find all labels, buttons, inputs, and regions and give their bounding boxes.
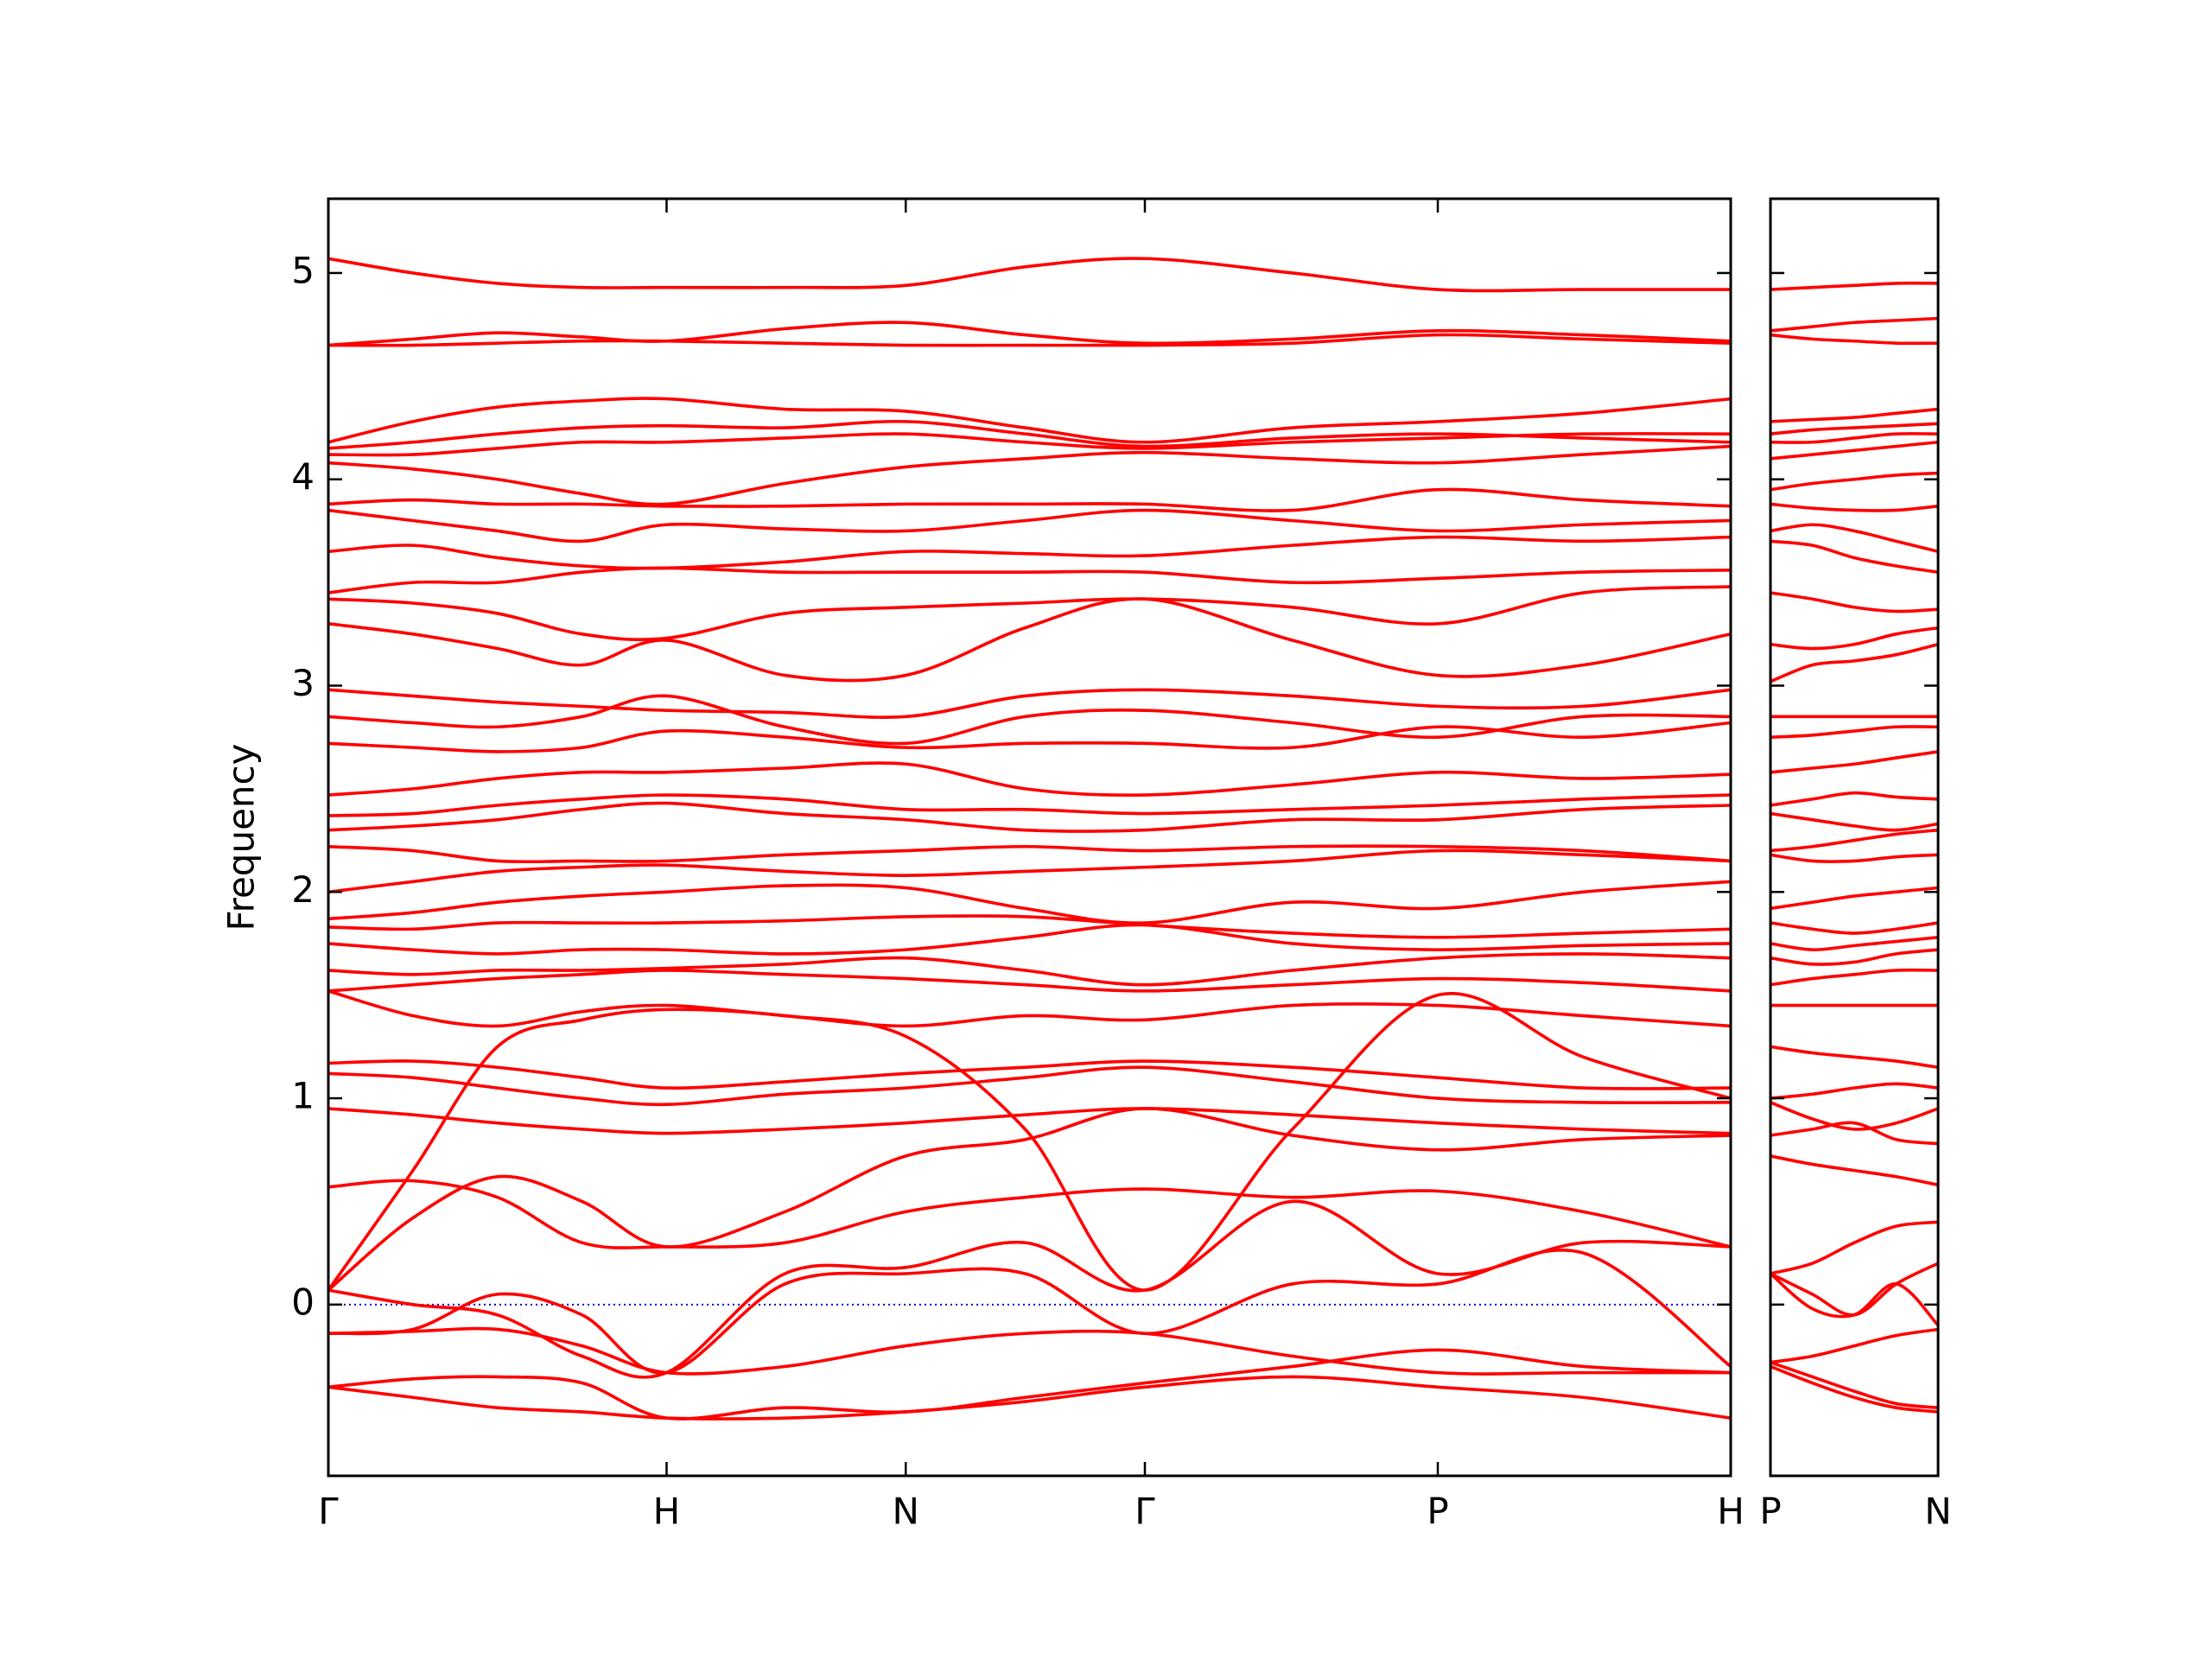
- x-tick-label: H: [1717, 1491, 1745, 1533]
- x-tick-label: Γ: [1135, 1491, 1155, 1533]
- y-axis-label: Frequency: [220, 744, 263, 931]
- x-tick-label: P: [1759, 1491, 1781, 1533]
- band-line: [328, 801, 1731, 833]
- band-line: [1770, 936, 1938, 951]
- band-line: [328, 688, 1731, 719]
- band-line: [1770, 316, 1938, 333]
- band-line: [1770, 811, 1938, 832]
- band-line: [328, 849, 1731, 894]
- band-line: [328, 585, 1731, 642]
- band-line: [328, 992, 1731, 1292]
- band-line: [1770, 471, 1938, 492]
- band-line: [1770, 643, 1938, 683]
- band-line: [1770, 333, 1938, 346]
- band-line: [1770, 523, 1938, 554]
- band-line: [1770, 921, 1938, 935]
- band-line: [1770, 1082, 1938, 1100]
- x-tick-label: Γ: [318, 1491, 339, 1533]
- band-line: [328, 321, 1731, 347]
- band-line: [328, 793, 1731, 817]
- y-tick-label: 5: [291, 249, 315, 291]
- band-line: [1770, 1327, 1938, 1364]
- band-line: [328, 1348, 1731, 1421]
- band-line: [1770, 948, 1938, 966]
- band-line: [328, 880, 1731, 925]
- x-tick-label: N: [1924, 1491, 1951, 1533]
- band-line: [328, 566, 1731, 594]
- x-tick-label: H: [653, 1491, 681, 1533]
- band-line: [1770, 1262, 1938, 1317]
- band-line: [328, 1199, 1731, 1379]
- band-line: [328, 397, 1731, 444]
- band-line: [1770, 725, 1938, 739]
- band-line: [1770, 750, 1938, 774]
- x-tick-label: N: [893, 1491, 919, 1533]
- band-line: [328, 1107, 1731, 1135]
- y-tick-label: 1: [291, 1075, 315, 1117]
- band-line: [328, 257, 1731, 293]
- band-line: [328, 419, 1731, 450]
- band-line: [328, 597, 1731, 683]
- y-tick-label: 4: [291, 455, 315, 498]
- band-line: [328, 1179, 1731, 1249]
- band-line: [1770, 1101, 1938, 1131]
- band-line: [1770, 791, 1938, 807]
- band-line: [1770, 886, 1938, 911]
- band-line: [1770, 626, 1938, 651]
- band-line: [1770, 1045, 1938, 1070]
- y-tick-label: 3: [291, 662, 315, 704]
- band-line: [1770, 1360, 1938, 1410]
- band-line: [328, 952, 1731, 987]
- band-line: [328, 989, 1731, 1028]
- x-tick-label: P: [1427, 1491, 1448, 1533]
- band-line: [328, 923, 1731, 956]
- band-line: [328, 914, 1731, 939]
- plot-frame: [327, 197, 1732, 1478]
- band-line: [328, 444, 1731, 506]
- band-line: [1770, 539, 1938, 574]
- band-line: [328, 333, 1731, 347]
- band-line: [1770, 968, 1938, 987]
- band-line: [1770, 432, 1938, 444]
- band-line: [328, 432, 1731, 457]
- band-line: [1770, 853, 1938, 864]
- band-line: [328, 844, 1731, 864]
- band-line: [1770, 502, 1938, 512]
- band-line: [1770, 1154, 1938, 1187]
- band-line: [1770, 591, 1938, 613]
- band-line: [328, 1248, 1731, 1375]
- band-line: [328, 487, 1731, 512]
- band-line: [328, 721, 1731, 753]
- band-line: [1770, 407, 1938, 423]
- y-tick-label: 2: [291, 868, 315, 911]
- band-line: [328, 1059, 1731, 1090]
- band-line: [1770, 422, 1938, 435]
- band-line: [1770, 1364, 1938, 1414]
- y-tick-label: 0: [291, 1281, 315, 1323]
- band-line: [328, 508, 1731, 543]
- band-line: [328, 761, 1731, 798]
- band-line: [1770, 1121, 1938, 1146]
- band-line: [328, 1375, 1731, 1421]
- band-line: [1770, 1272, 1938, 1326]
- band-line: [1770, 1220, 1938, 1275]
- plot-frame: [1769, 197, 1940, 1478]
- band-line: [328, 535, 1731, 570]
- band-line: [1770, 440, 1938, 461]
- band-line: [328, 969, 1731, 993]
- band-line: [1770, 828, 1938, 853]
- band-line: [328, 1107, 1731, 1292]
- band-line: [328, 1326, 1731, 1376]
- band-line: [1770, 281, 1938, 291]
- band-line: [328, 694, 1731, 746]
- band-line: [328, 1065, 1731, 1107]
